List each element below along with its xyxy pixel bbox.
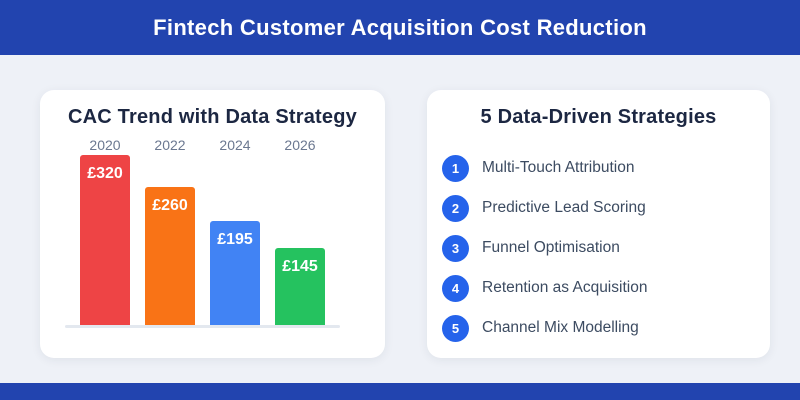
bar-chart: 2020 £320 2022 £260 2024 £195 2026 <box>40 137 385 328</box>
strategy-label: Predictive Lead Scoring <box>482 199 646 216</box>
bar-2022: £260 <box>145 187 195 325</box>
list-item: 2 Predictive Lead Scoring <box>442 188 762 228</box>
page-title: Fintech Customer Acquisition Cost Reduct… <box>153 14 647 40</box>
step-number-badge: 1 <box>442 154 469 182</box>
bar-group-2022: 2022 £260 <box>145 137 195 325</box>
x-tick-label: 2024 <box>219 137 251 153</box>
strategies-card: 5 Data-Driven Strategies 1 Multi-Touch A… <box>427 90 770 358</box>
strategy-label: Channel Mix Modelling <box>482 319 639 336</box>
step-number-badge: 3 <box>442 234 469 262</box>
step-number-badge: 2 <box>442 194 469 222</box>
strategy-label: Retention as Acquisition <box>482 279 648 296</box>
bar-value-label: £320 <box>87 165 123 182</box>
bar-value-label: £195 <box>217 231 253 248</box>
bar-group-2020: 2020 £320 <box>80 137 130 325</box>
cac-chart-card: CAC Trend with Data Strategy 2020 £320 2… <box>40 90 385 358</box>
bar-value-label: £145 <box>282 258 318 275</box>
footer-bar <box>0 383 800 400</box>
list-item: 1 Multi-Touch Attribution <box>442 148 762 188</box>
strategy-list: 1 Multi-Touch Attribution 2 Predictive L… <box>442 148 762 348</box>
chart-title: CAC Trend with Data Strategy <box>68 106 357 128</box>
step-number-badge: 4 <box>442 274 469 302</box>
strategy-label: Multi-Touch Attribution <box>482 159 635 176</box>
bar-2024: £195 <box>210 221 260 325</box>
bar-2026: £145 <box>275 248 325 325</box>
x-tick-label: 2026 <box>284 137 316 153</box>
bar-2020: £320 <box>80 155 130 325</box>
list-item: 4 Retention as Acquisition <box>442 268 762 308</box>
x-tick-label: 2022 <box>154 137 186 153</box>
bar-group-2026: 2026 £145 <box>275 137 325 325</box>
step-number-badge: 5 <box>442 314 469 342</box>
header-bar: Fintech Customer Acquisition Cost Reduct… <box>0 0 800 55</box>
strategies-title: 5 Data-Driven Strategies <box>480 106 717 128</box>
strategy-label: Funnel Optimisation <box>482 239 620 256</box>
bar-group-2024: 2024 £195 <box>210 137 260 325</box>
bar-value-label: £260 <box>152 197 188 214</box>
list-item: 5 Channel Mix Modelling <box>442 308 762 348</box>
x-tick-label: 2020 <box>89 137 121 153</box>
list-item: 3 Funnel Optimisation <box>442 228 762 268</box>
x-axis-line <box>65 325 340 328</box>
